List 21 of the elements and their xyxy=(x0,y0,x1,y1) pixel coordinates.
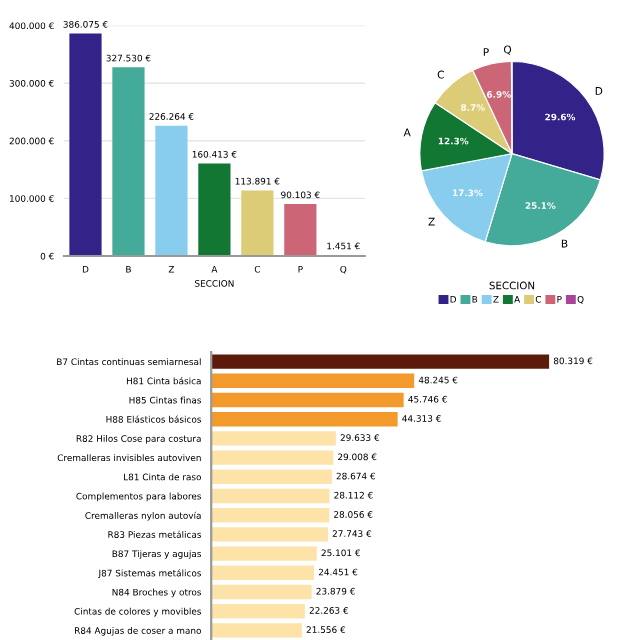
bar xyxy=(211,450,334,465)
bar xyxy=(211,392,404,408)
bar xyxy=(211,565,315,580)
bar xyxy=(112,67,145,256)
bar xyxy=(211,623,302,638)
bar xyxy=(211,373,415,388)
bar xyxy=(211,354,550,369)
bar xyxy=(211,508,330,523)
bar xyxy=(198,163,231,256)
bar xyxy=(284,204,317,256)
bar xyxy=(241,190,274,256)
bar xyxy=(211,604,305,619)
bar xyxy=(155,125,188,256)
bar xyxy=(211,431,336,446)
bar xyxy=(69,33,102,256)
bar xyxy=(211,488,330,504)
bar xyxy=(211,584,312,600)
bar xyxy=(211,412,398,427)
bar xyxy=(211,546,317,561)
bar xyxy=(211,469,332,484)
bar xyxy=(211,527,328,542)
